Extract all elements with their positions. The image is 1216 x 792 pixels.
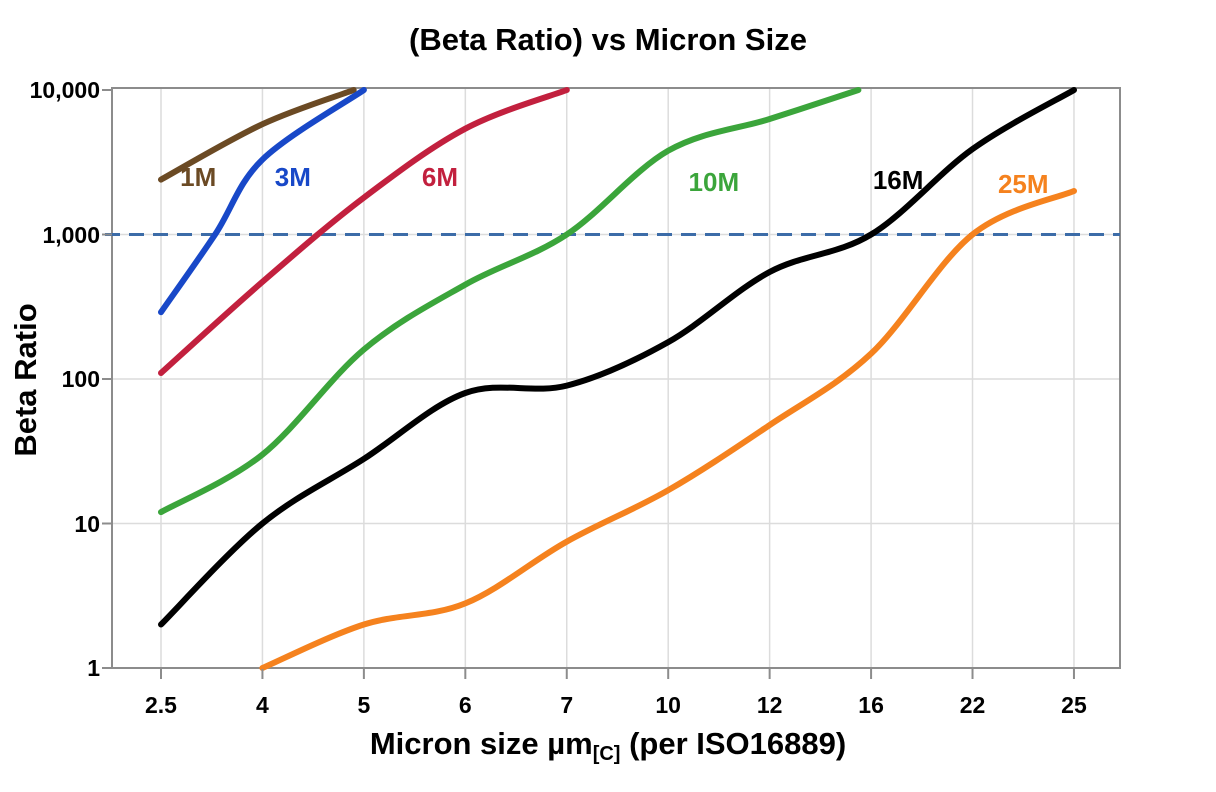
series-label-25M: 25M — [997, 168, 1049, 199]
x-tick-label: 2.5 — [145, 692, 177, 718]
series-line-1M — [158, 87, 357, 183]
series-label-10M: 10M — [688, 167, 740, 198]
series-line-6M — [158, 87, 570, 376]
series-line-25M — [259, 188, 1077, 671]
x-axis-title-subscript: [C] — [592, 743, 621, 765]
x-tick-label: 10 — [655, 692, 681, 718]
x-tick-label: 25 — [1061, 692, 1087, 718]
x-tick-label: 16 — [858, 692, 884, 718]
y-tick-label: 10,000 — [29, 77, 100, 103]
series-label-1M: 1M — [180, 161, 217, 192]
y-tick-label: 10 — [74, 510, 100, 537]
series-line-10M — [158, 87, 862, 516]
x-tick-label: 12 — [756, 692, 783, 718]
series-label-16M: 16M — [872, 164, 924, 195]
x-tick-label: 7 — [560, 692, 574, 718]
y-tick-label: 100 — [61, 366, 100, 392]
series-line-16M — [158, 87, 1077, 628]
series-label-3M: 3M — [274, 161, 311, 192]
x-tick-label: 5 — [357, 692, 371, 718]
series-line-3M — [158, 87, 367, 316]
y-tick-label: 1,000 — [42, 221, 100, 248]
x-tick-label: 4 — [256, 692, 269, 718]
x-tick-label: 22 — [959, 692, 986, 718]
x-axis-title: Micron size µm[C] (per ISO16889) — [0, 726, 1216, 765]
x-axis-title-suffix: (per ISO16889) — [620, 726, 847, 761]
x-tick-label: 6 — [458, 692, 472, 718]
series-label-6M: 6M — [421, 161, 459, 192]
chart-title: (Beta Ratio) vs Micron Size — [409, 22, 807, 57]
y-tick-label: 1 — [87, 655, 100, 681]
x-axis-title-text: Micron size µm — [369, 726, 593, 761]
